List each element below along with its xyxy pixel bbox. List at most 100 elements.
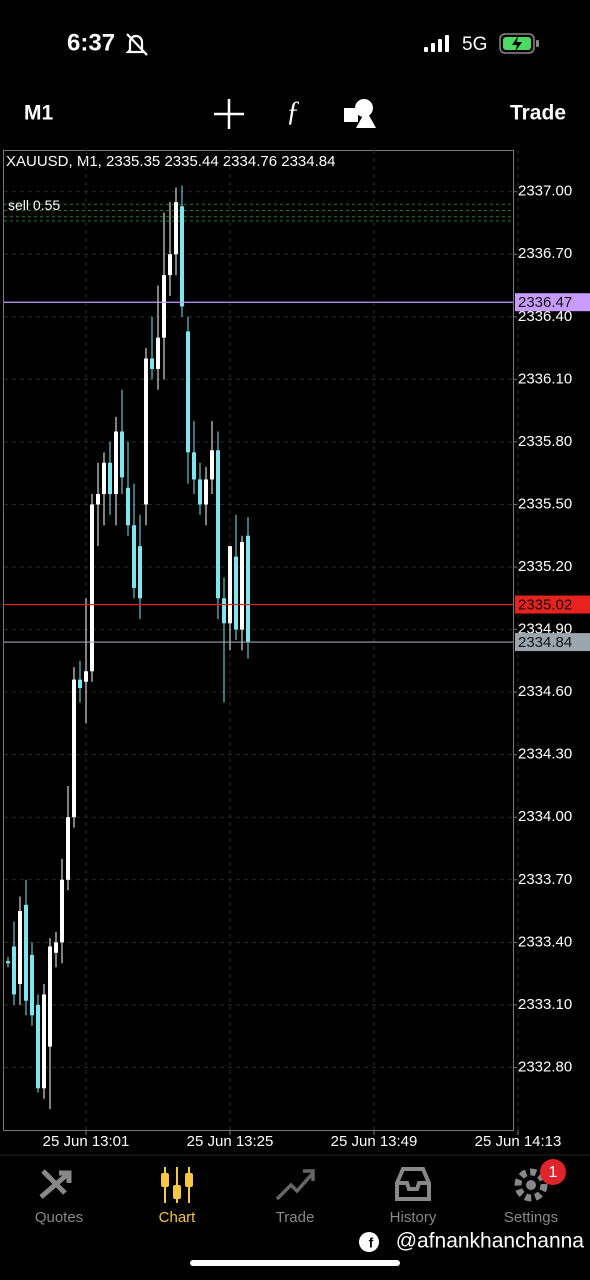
indicators-button[interactable]: ƒ — [286, 96, 300, 127]
candle-body — [120, 431, 124, 478]
watermark: @afnankhanchanna — [396, 1230, 585, 1253]
chart-frame — [3, 150, 514, 1131]
y-tick-label: 2337.00 — [518, 183, 572, 200]
candle-body — [60, 879, 64, 943]
candle-body — [162, 275, 166, 338]
nav-label: Settings — [504, 1209, 558, 1226]
candle-body — [66, 817, 70, 880]
nav-icon — [514, 1168, 548, 1202]
objects-button[interactable] — [344, 99, 376, 128]
level-label: 2335.02 — [518, 597, 572, 614]
candle-body — [18, 911, 22, 985]
battery-icon — [499, 33, 539, 54]
order-label: sell 0.55 — [8, 197, 60, 213]
candle-body — [96, 494, 100, 505]
x-tick-label: 25 Jun 13:25 — [187, 1133, 274, 1150]
candle-body — [198, 479, 202, 505]
candle-body — [84, 671, 88, 682]
nav-icon — [161, 1173, 169, 1187]
candle-body — [222, 598, 226, 624]
candle-body — [228, 546, 232, 624]
y-tick-label: 2332.80 — [518, 1058, 572, 1075]
level-label: 2334.84 — [518, 634, 572, 651]
candle-body — [144, 358, 148, 505]
y-tick-label: 2336.10 — [518, 370, 572, 387]
y-tick-label: 2334.30 — [518, 746, 572, 763]
candle-body — [210, 450, 214, 480]
candle-body — [192, 452, 196, 480]
candle-body — [36, 1004, 40, 1089]
candle-body — [156, 337, 160, 369]
nav-icon — [395, 1167, 431, 1201]
ohlc-high: 2335.44 — [164, 153, 218, 170]
badge — [540, 1159, 566, 1185]
candle-body — [12, 946, 16, 995]
candle-body — [234, 556, 238, 630]
x-tick-label: 25 Jun 13:49 — [331, 1133, 418, 1150]
candle-body — [246, 535, 250, 643]
nav-icon — [526, 1180, 536, 1190]
candle-body — [24, 904, 28, 1001]
svg-text:f: f — [369, 1235, 374, 1251]
nav-icon — [173, 1185, 181, 1199]
nav-label: History — [390, 1209, 437, 1226]
chart-header: XAUUSD, M1, 2335.35 2335.44 2334.76 2334… — [6, 153, 335, 170]
candle-body — [42, 994, 46, 1089]
home-indicator — [190, 1260, 400, 1266]
candle-body — [102, 462, 106, 495]
nav-label: Quotes — [35, 1209, 83, 1226]
y-tick-label: 2334.60 — [518, 683, 572, 700]
nav-item[interactable]: Trade — [276, 1169, 315, 1226]
y-tick-label: 2333.10 — [518, 996, 572, 1013]
candle-body — [132, 525, 136, 588]
y-tick-label: 2335.20 — [518, 558, 572, 575]
candle-body — [6, 961, 10, 964]
nav-item[interactable]: Quotes — [35, 1169, 83, 1226]
nav-label: Chart — [159, 1209, 197, 1226]
candle-body — [72, 679, 76, 818]
level-tag — [515, 595, 590, 614]
x-tick-label: 25 Jun 14:13 — [475, 1133, 562, 1150]
nav-item[interactable]: Settings — [504, 1168, 558, 1226]
candle-body — [126, 487, 130, 526]
candle-body — [108, 462, 112, 495]
badge-count: 1 — [549, 1164, 558, 1181]
ohlc-open: 2335.35 — [106, 153, 160, 170]
level-tag — [515, 633, 590, 652]
ohlc-close: 2334.84 — [281, 153, 335, 170]
level-tag — [515, 293, 590, 312]
nav-icon — [41, 1169, 67, 1195]
y-tick-label: 2335.80 — [518, 433, 572, 450]
trade-button[interactable]: Trade — [510, 102, 566, 125]
status-time: 6:37 — [67, 29, 115, 56]
y-tick-label: 2335.50 — [518, 495, 572, 512]
symbol: XAUUSD, M1, — [6, 153, 102, 170]
candle-body — [180, 206, 184, 307]
candle-body — [216, 450, 220, 599]
candle-body — [150, 358, 154, 369]
y-tick-label: 2336.40 — [518, 308, 572, 325]
y-tick-label: 2333.40 — [518, 933, 572, 950]
signal-icon — [424, 35, 449, 52]
candle-body — [48, 946, 52, 1047]
candle-body — [168, 254, 172, 276]
candle-body — [90, 504, 94, 672]
timeframe[interactable]: M1 — [24, 102, 53, 125]
nav-item[interactable]: History — [390, 1167, 437, 1226]
x-tick-label: 25 Jun 13:01 — [43, 1133, 130, 1150]
nav-icon — [185, 1173, 193, 1187]
y-tick-label: 2334.00 — [518, 808, 572, 825]
level-label: 2336.47 — [518, 294, 572, 311]
candle-body — [186, 331, 190, 453]
crosshair-button[interactable] — [214, 99, 244, 129]
facebook-icon: f — [359, 1232, 379, 1252]
candle-body — [204, 479, 208, 505]
candle-body — [30, 954, 34, 1016]
y-tick-label: 2333.70 — [518, 871, 572, 888]
nav-item[interactable]: Chart — [159, 1167, 197, 1226]
candle-body — [78, 679, 82, 688]
candle-body — [114, 431, 118, 495]
y-tick-label: 2336.70 — [518, 245, 572, 262]
